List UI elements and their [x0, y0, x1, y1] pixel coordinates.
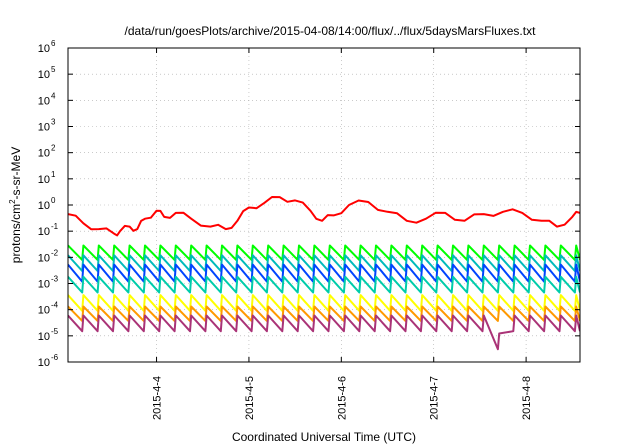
y-tick-exponent: -2	[51, 248, 59, 257]
y-tick-exponent: 3	[51, 118, 56, 127]
y-tick-label: 10	[38, 357, 50, 369]
y-tick-label: 10	[38, 252, 50, 264]
y-tick-exponent: -4	[51, 301, 59, 310]
axes: 10 -610 -510 -410 -310 -210 -110 010 110 210 310 41…	[38, 39, 580, 420]
x-tick-label: 2015-4-6	[336, 376, 348, 420]
chart-title: /data/run/goesPlots/archive/2015-04-08/1…	[125, 24, 537, 38]
y-tick-label: 10	[38, 43, 50, 55]
y-tick-label: 10	[38, 95, 50, 107]
y-tick-label: 10	[38, 69, 50, 81]
y-axis-label: protons/cm2-s-sr-MeV	[8, 147, 23, 263]
x-tick-label: 2015-4-8	[521, 376, 533, 420]
x-tick-label: 2015-4-4	[152, 376, 164, 420]
y-tick-label: 10	[38, 226, 50, 238]
y-tick-label: 10	[38, 148, 50, 160]
y-tick-exponent: 5	[51, 65, 56, 74]
y-tick-label: 10	[38, 305, 50, 317]
y-tick-exponent: -3	[51, 275, 59, 284]
series-layer	[68, 196, 580, 351]
y-tick-exponent: 4	[51, 91, 56, 100]
x-axis-label: Coordinated Universal Time (UTC)	[232, 430, 416, 444]
x-tick-label: 2015-4-5	[244, 376, 256, 420]
y-tick-label: 10	[38, 200, 50, 212]
y-tick-exponent: -5	[51, 327, 59, 336]
series-line-5	[68, 275, 580, 294]
y-tick-label: 10	[38, 279, 50, 291]
y-tick-exponent: 6	[51, 39, 56, 48]
y-tick-exponent: 2	[51, 144, 56, 153]
y-tick-label: 10	[38, 331, 50, 343]
series-line-1	[68, 196, 580, 237]
y-tick-exponent: 1	[51, 170, 56, 179]
y-tick-exponent: -1	[51, 222, 59, 231]
y-tick-label: 10	[38, 122, 50, 134]
x-tick-label: 2015-4-7	[429, 376, 441, 420]
y-tick-exponent: 0	[51, 196, 56, 205]
y-tick-exponent: -6	[51, 353, 59, 362]
series-line-8	[68, 314, 580, 351]
y-tick-label: 10	[38, 174, 50, 186]
grid-lines	[68, 48, 580, 362]
